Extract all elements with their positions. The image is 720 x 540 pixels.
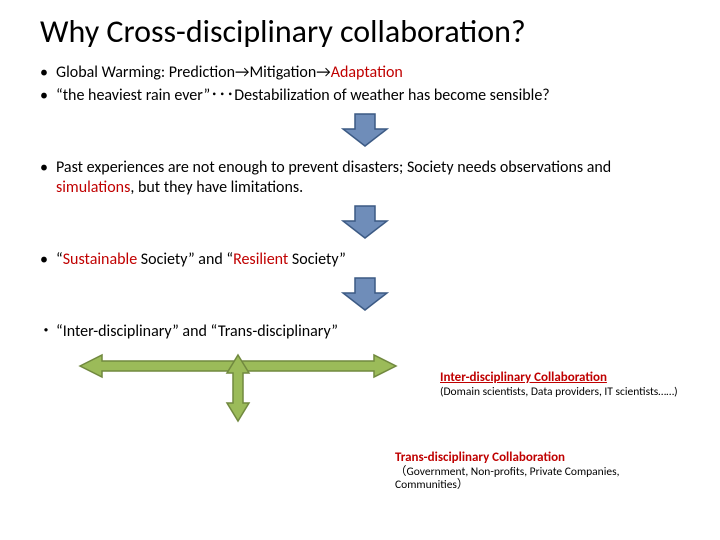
callout-trans-title: Trans-disciplinary Collaboration	[395, 450, 685, 466]
bullet-4-accent1: Sustainable	[63, 250, 137, 269]
callout-inter: Inter-disciplinary Collaboration (Domain…	[440, 370, 695, 399]
arrow-down-2	[40, 205, 690, 244]
callout-inter-title: Inter-disciplinary Collaboration	[440, 370, 695, 386]
callout-trans-desc: （Government, Non-profits, Private Compan…	[395, 466, 685, 494]
bullet-3b: , but they have limitations.	[130, 178, 303, 197]
bullet-3a: Past experiences are not enough to preve…	[56, 158, 611, 177]
bullet-group-1: Global Warming: Prediction→Mitigation→Ad…	[40, 63, 690, 107]
bullet-4a: “	[56, 250, 63, 269]
bullet-group-3: “Sustainable Society” and “Resilient Soc…	[40, 250, 690, 271]
callout-inter-desc: (Domain scientists, Data providers, IT s…	[440, 386, 695, 400]
bullet-1: Global Warming: Prediction→Mitigation→Ad…	[40, 63, 690, 84]
bullet-3-accent: simulations	[56, 178, 130, 197]
bullet-3: Past experiences are not enough to preve…	[40, 158, 690, 200]
bullet-1-prefix: Global Warming: Prediction→Mitigation→	[56, 63, 331, 82]
bullet-4-accent2: Resilient	[233, 250, 288, 269]
bullet-4b: Society” and “	[137, 250, 233, 269]
arrow-down-1	[40, 113, 690, 152]
bullet-4c: Society”	[288, 250, 346, 269]
bullet-4: “Sustainable Society” and “Resilient Soc…	[40, 250, 690, 271]
bullet-2: “the heaviest rain ever”･･･Destabilizati…	[40, 86, 690, 107]
bullet-group-2: Past experiences are not enough to preve…	[40, 158, 690, 200]
arrow-down-3	[40, 277, 690, 316]
slide-container: Why Cross-disciplinary collaboration? Gl…	[0, 0, 720, 540]
bullet-5: “Inter-disciplinary” and “Trans-discipli…	[40, 322, 690, 343]
bullet-1-accent: Adaptation	[331, 63, 403, 82]
callout-trans: Trans-disciplinary Collaboration （Govern…	[395, 450, 685, 493]
vertical-double-arrow-icon	[225, 353, 251, 423]
bullet-group-4: “Inter-disciplinary” and “Trans-discipli…	[40, 322, 690, 343]
slide-title: Why Cross-disciplinary collaboration?	[40, 12, 690, 51]
